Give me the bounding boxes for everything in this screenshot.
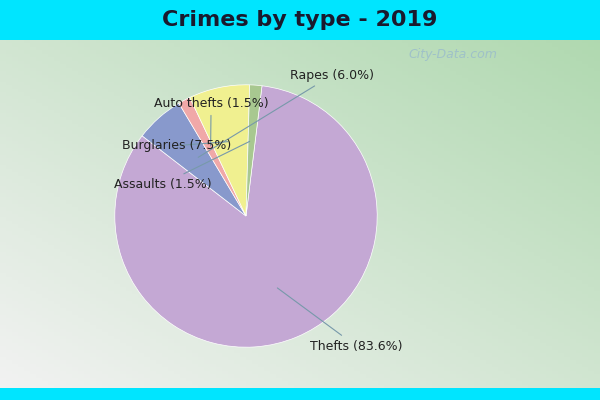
- Text: Auto thefts (1.5%): Auto thefts (1.5%): [154, 97, 268, 146]
- Wedge shape: [179, 98, 246, 216]
- Text: Burglaries (7.5%): Burglaries (7.5%): [122, 139, 231, 152]
- Wedge shape: [246, 85, 262, 216]
- Wedge shape: [142, 103, 246, 216]
- Text: Crimes by type - 2019: Crimes by type - 2019: [163, 10, 437, 30]
- Text: Rapes (6.0%): Rapes (6.0%): [198, 69, 374, 157]
- Wedge shape: [190, 85, 250, 216]
- Text: Assaults (1.5%): Assaults (1.5%): [114, 141, 250, 191]
- Wedge shape: [115, 86, 377, 347]
- Text: City-Data.com: City-Data.com: [408, 48, 497, 61]
- Text: Thefts (83.6%): Thefts (83.6%): [277, 288, 403, 353]
